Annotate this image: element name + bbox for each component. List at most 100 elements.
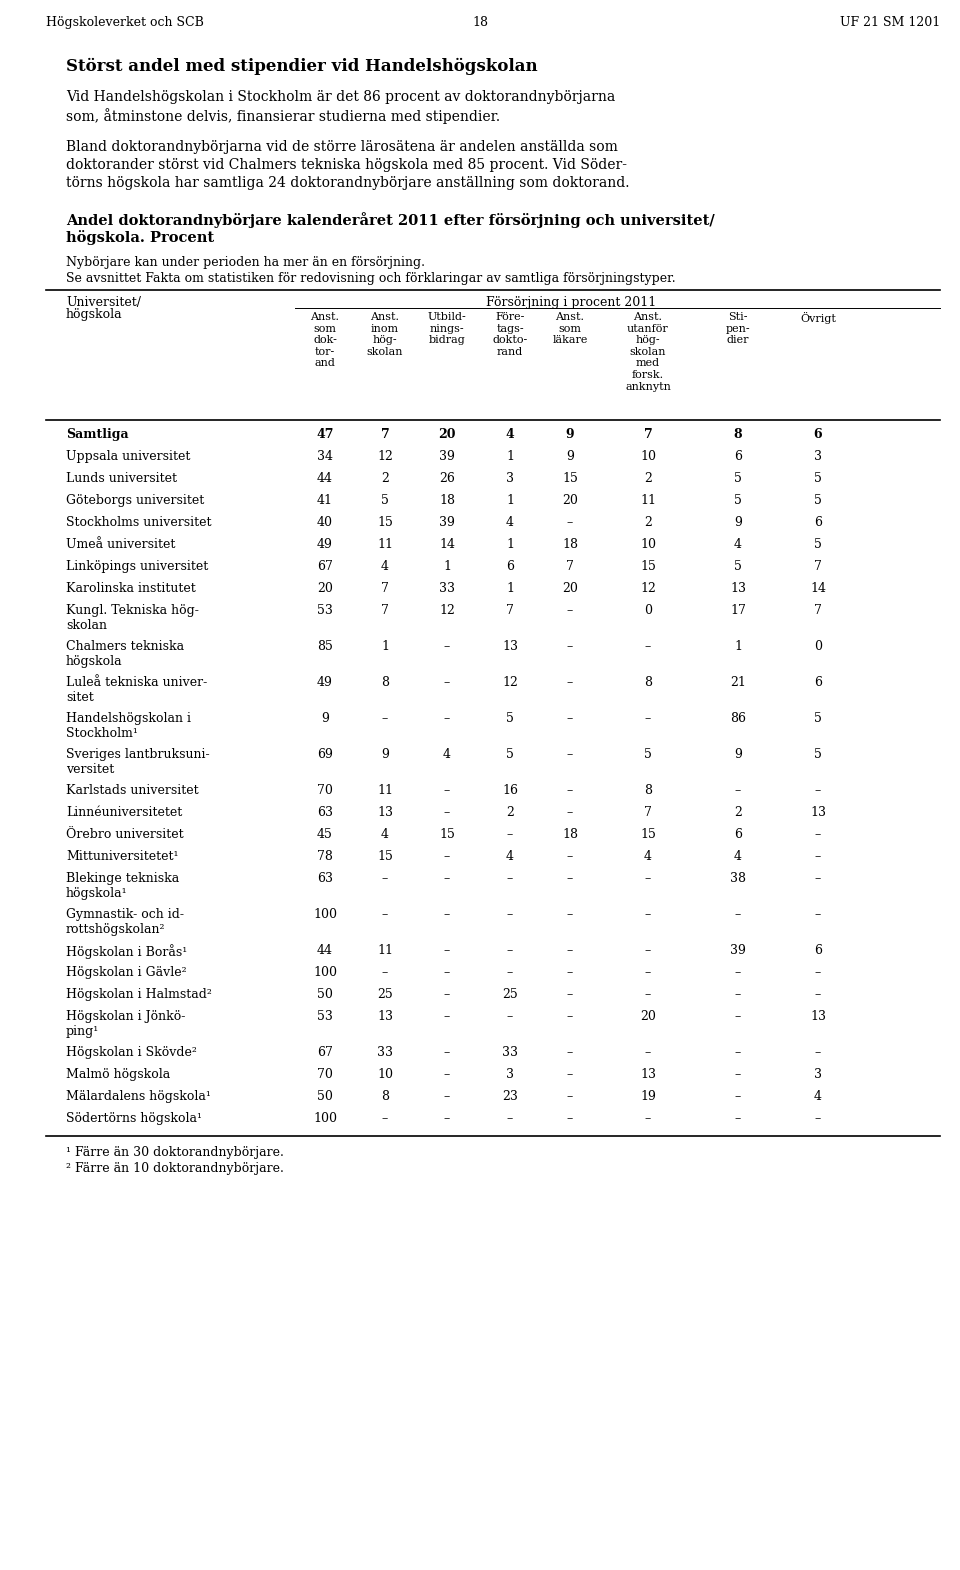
Text: 0: 0	[644, 604, 652, 617]
Text: –: –	[566, 641, 573, 653]
Text: 13: 13	[730, 582, 746, 595]
Text: –: –	[444, 1010, 450, 1024]
Text: 78: 78	[317, 849, 333, 864]
Text: –: –	[444, 966, 450, 980]
Text: –: –	[444, 871, 450, 885]
Text: 40: 40	[317, 517, 333, 529]
Text: Nybörjare kan under perioden ha mer än en försörjning.: Nybörjare kan under perioden ha mer än e…	[66, 256, 425, 268]
Text: –: –	[734, 783, 741, 798]
Text: 50: 50	[317, 1090, 333, 1104]
Text: –: –	[566, 677, 573, 689]
Text: –: –	[444, 1046, 450, 1060]
Text: 5: 5	[814, 539, 822, 551]
Text: –: –	[815, 1046, 821, 1060]
Text: 20: 20	[640, 1010, 656, 1024]
Text: 3: 3	[506, 473, 514, 485]
Text: Högskoleverket och SCB: Högskoleverket och SCB	[46, 16, 204, 28]
Text: 4: 4	[381, 560, 389, 573]
Text: 13: 13	[502, 641, 518, 653]
Text: –: –	[734, 907, 741, 922]
Text: 33: 33	[502, 1046, 518, 1060]
Text: –: –	[507, 1010, 514, 1024]
Text: 13: 13	[640, 1068, 656, 1082]
Text: Utbild-
nings-
bidrag: Utbild- nings- bidrag	[427, 312, 467, 345]
Text: 34: 34	[317, 451, 333, 463]
Text: 6: 6	[734, 827, 742, 842]
Text: 6: 6	[814, 429, 823, 441]
Text: –: –	[734, 1010, 741, 1024]
Text: Gymnastik- och id-
rottshögskolan²: Gymnastik- och id- rottshögskolan²	[66, 907, 184, 936]
Text: –: –	[566, 849, 573, 864]
Text: 39: 39	[730, 944, 746, 958]
Text: 4: 4	[443, 747, 451, 761]
Text: 4: 4	[644, 849, 652, 864]
Text: 1: 1	[443, 560, 451, 573]
Text: 7: 7	[814, 604, 822, 617]
Text: –: –	[815, 907, 821, 922]
Text: 67: 67	[317, 560, 333, 573]
Text: 5: 5	[644, 747, 652, 761]
Text: 4: 4	[734, 539, 742, 551]
Text: –: –	[815, 1112, 821, 1126]
Text: –: –	[566, 907, 573, 922]
Text: –: –	[382, 907, 388, 922]
Text: 4: 4	[814, 1090, 822, 1104]
Text: –: –	[566, 747, 573, 761]
Text: –: –	[645, 1112, 651, 1126]
Text: 16: 16	[502, 783, 518, 798]
Text: –: –	[734, 988, 741, 1002]
Text: 15: 15	[640, 827, 656, 842]
Text: 5: 5	[814, 495, 822, 507]
Text: högskola: högskola	[66, 308, 123, 320]
Text: 5: 5	[734, 473, 742, 485]
Text: 50: 50	[317, 988, 333, 1002]
Text: –: –	[815, 966, 821, 980]
Text: –: –	[444, 849, 450, 864]
Text: –: –	[645, 966, 651, 980]
Text: högskola. Procent: högskola. Procent	[66, 229, 214, 245]
Text: 1: 1	[381, 641, 389, 653]
Text: –: –	[507, 907, 514, 922]
Text: 11: 11	[377, 944, 393, 958]
Text: doktorander störst vid Chalmers tekniska högskola med 85 procent. Vid Söder-: doktorander störst vid Chalmers tekniska…	[66, 159, 627, 173]
Text: –: –	[444, 677, 450, 689]
Text: –: –	[734, 1068, 741, 1082]
Text: 3: 3	[506, 1068, 514, 1082]
Text: –: –	[815, 849, 821, 864]
Text: –: –	[566, 783, 573, 798]
Text: –: –	[444, 944, 450, 958]
Text: Anst.
som
dok-
tor-
and: Anst. som dok- tor- and	[310, 312, 340, 369]
Text: Mälardalens högskola¹: Mälardalens högskola¹	[66, 1090, 211, 1104]
Text: 3: 3	[814, 451, 822, 463]
Text: 2: 2	[734, 805, 742, 820]
Text: –: –	[382, 713, 388, 725]
Text: 7: 7	[381, 604, 389, 617]
Text: 53: 53	[317, 604, 333, 617]
Text: 13: 13	[377, 805, 393, 820]
Text: 9: 9	[321, 713, 329, 725]
Text: 11: 11	[377, 783, 393, 798]
Text: Högskolan i Borås¹: Högskolan i Borås¹	[66, 944, 187, 959]
Text: 17: 17	[730, 604, 746, 617]
Text: Umeå universitet: Umeå universitet	[66, 539, 176, 551]
Text: –: –	[645, 988, 651, 1002]
Text: –: –	[734, 1046, 741, 1060]
Text: 12: 12	[502, 677, 518, 689]
Text: –: –	[444, 907, 450, 922]
Text: 23: 23	[502, 1090, 518, 1104]
Text: 85: 85	[317, 641, 333, 653]
Text: 4: 4	[506, 849, 514, 864]
Text: Blekinge tekniska
högskola¹: Blekinge tekniska högskola¹	[66, 871, 180, 900]
Text: 11: 11	[377, 539, 393, 551]
Text: –: –	[734, 1112, 741, 1126]
Text: 12: 12	[439, 604, 455, 617]
Text: 86: 86	[730, 713, 746, 725]
Text: 39: 39	[439, 517, 455, 529]
Text: –: –	[566, 1090, 573, 1104]
Text: –: –	[382, 1112, 388, 1126]
Text: Karolinska institutet: Karolinska institutet	[66, 582, 196, 595]
Text: 8: 8	[644, 783, 652, 798]
Text: 8: 8	[381, 677, 389, 689]
Text: Örebro universitet: Örebro universitet	[66, 827, 183, 842]
Text: 9: 9	[734, 747, 742, 761]
